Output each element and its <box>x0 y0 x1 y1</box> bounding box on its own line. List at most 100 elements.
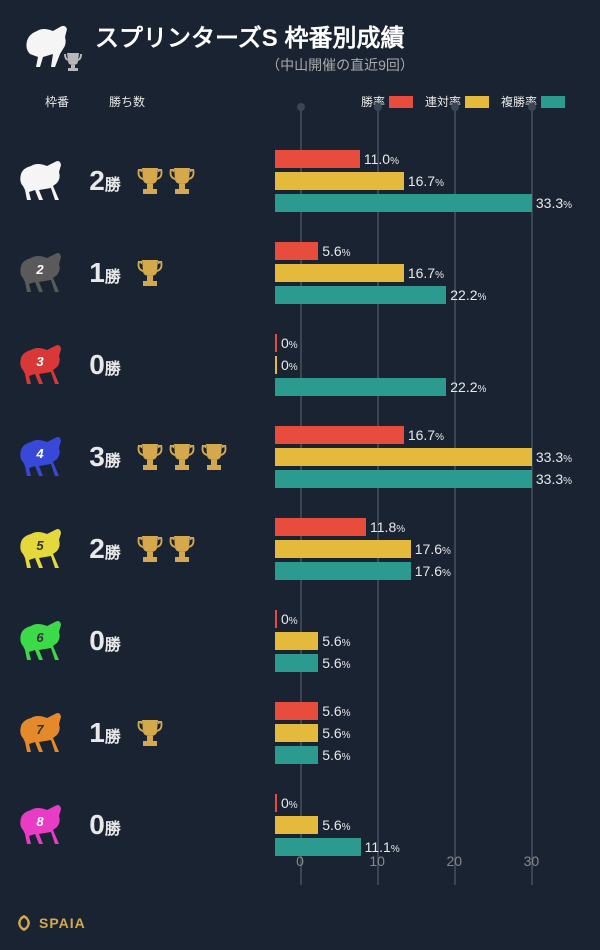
wins-count: 1勝 <box>75 257 135 289</box>
bar <box>275 746 318 764</box>
bar-wrap: 22.2% <box>275 284 585 306</box>
bars: 11.8% 17.6% 17.6% <box>275 516 585 582</box>
bar-wrap: 33.3% <box>275 468 585 490</box>
bar-value-label: 33.3% <box>536 449 572 465</box>
svg-text:6: 6 <box>36 630 44 645</box>
bar-wrap: 33.3% <box>275 446 585 468</box>
bar-value-label: 5.6% <box>322 725 350 741</box>
bar-wrap: 11.8% <box>275 516 585 538</box>
bar <box>275 702 318 720</box>
header: スプリンターズS 枠番別成績 （中山開催の直近9回） <box>0 0 600 83</box>
bar-wrap: 17.6% <box>275 560 585 582</box>
bar <box>275 838 361 856</box>
legend-swatch <box>389 96 413 108</box>
data-row: 2 1勝 5.6% 16.7% 22.2% <box>15 227 585 319</box>
bars: 11.0% 16.7% 33.3% <box>275 148 585 214</box>
data-row: 3 0勝0%0%22.2% <box>15 319 585 411</box>
trophy-icon <box>135 533 165 565</box>
bar-value-label: 0% <box>281 335 298 351</box>
bar-value-label: 5.6% <box>322 633 350 649</box>
bar <box>275 470 532 488</box>
bar <box>275 610 277 628</box>
bar <box>275 540 411 558</box>
trophy-icon <box>167 441 197 473</box>
bar-wrap: 5.6% <box>275 652 585 674</box>
horse-trophy-icon <box>15 19 85 74</box>
data-row: 5 2勝 11.8% 17.6% 17.6% <box>15 503 585 595</box>
svg-text:7: 7 <box>36 722 44 737</box>
svg-text:5: 5 <box>36 538 44 553</box>
bars: 5.6% 16.7% 22.2% <box>275 240 585 306</box>
bar-wrap: 0% <box>275 354 585 376</box>
bar-value-label: 5.6% <box>322 655 350 671</box>
bar-value-label: 11.8% <box>370 519 405 535</box>
axis-tick-label: 10 <box>369 853 385 869</box>
data-row: 6 0勝0%5.6%5.6% <box>15 595 585 687</box>
bar-wrap: 5.6% <box>275 722 585 744</box>
wins-count: 2勝 <box>75 533 135 565</box>
horse-icon <box>15 156 75 206</box>
bar <box>275 356 277 374</box>
bar-wrap: 22.2% <box>275 376 585 398</box>
bar-value-label: 16.7% <box>408 173 444 189</box>
horse-icon: 5 <box>15 524 75 574</box>
wins-count: 0勝 <box>75 349 135 381</box>
bars: 0% 5.6% 5.6% <box>275 608 585 674</box>
wins-count: 3勝 <box>75 441 135 473</box>
bar-value-label: 0% <box>281 795 298 811</box>
bar-wrap: 0% <box>275 792 585 814</box>
bar <box>275 264 404 282</box>
bar <box>275 724 318 742</box>
legend-swatch <box>541 96 565 108</box>
spaia-logo-icon <box>15 914 33 932</box>
trophy-icon <box>135 257 165 289</box>
trophies <box>135 165 275 197</box>
bar <box>275 518 366 536</box>
axis-tick-label: 20 <box>446 853 462 869</box>
trophy-icon <box>167 533 197 565</box>
bar-value-label: 33.3% <box>536 195 572 211</box>
bar-value-label: 17.6% <box>415 541 451 557</box>
page-subtitle: （中山開催の直近9回） <box>95 55 585 75</box>
bar-wrap: 5.6% <box>275 744 585 766</box>
bar-wrap: 0% <box>275 608 585 630</box>
bar <box>275 426 404 444</box>
data-row: 7 1勝 5.6%5.6%5.6% <box>15 687 585 779</box>
trophies <box>135 257 275 289</box>
bar-value-label: 11.0% <box>364 151 399 167</box>
bars: 0% 0% 22.2% <box>275 332 585 398</box>
bar <box>275 654 318 672</box>
bar <box>275 448 532 466</box>
bar-value-label: 5.6% <box>322 243 350 259</box>
bar-value-label: 33.3% <box>536 471 572 487</box>
bar <box>275 334 277 352</box>
bar <box>275 632 318 650</box>
trophies <box>135 441 275 473</box>
horse-icon: 6 <box>15 616 75 666</box>
trophies <box>135 717 275 749</box>
bar-wrap: 11.0% <box>275 148 585 170</box>
footer-brand: SPAIA <box>39 915 86 931</box>
bar-wrap: 16.7% <box>275 424 585 446</box>
bar <box>275 242 318 260</box>
bar-value-label: 5.6% <box>322 747 350 763</box>
bar-value-label: 0% <box>281 611 298 627</box>
bar-value-label: 17.6% <box>415 563 451 579</box>
bar-wrap: 17.6% <box>275 538 585 560</box>
rows-container: 2勝 11.0% 16.7% 33.3% 2 1勝 5.6% 16.7% 22.2% 3… <box>15 115 585 871</box>
bar <box>275 562 411 580</box>
bar-value-label: 0% <box>281 357 298 373</box>
horse-icon: 8 <box>15 800 75 850</box>
legend-wins-label: 勝ち数 <box>109 93 145 110</box>
trophy-icon <box>135 441 165 473</box>
wins-count: 1勝 <box>75 717 135 749</box>
horse-icon: 2 <box>15 248 75 298</box>
horse-icon: 7 <box>15 708 75 758</box>
bar-wrap: 33.3% <box>275 192 585 214</box>
trophy-icon <box>167 165 197 197</box>
bar <box>275 150 360 168</box>
page-title: スプリンターズS 枠番別成績 <box>95 18 585 53</box>
bar-value-label: 16.7% <box>408 265 444 281</box>
bar-value-label: 22.2% <box>450 287 486 303</box>
axis-tick-label: 30 <box>524 853 540 869</box>
